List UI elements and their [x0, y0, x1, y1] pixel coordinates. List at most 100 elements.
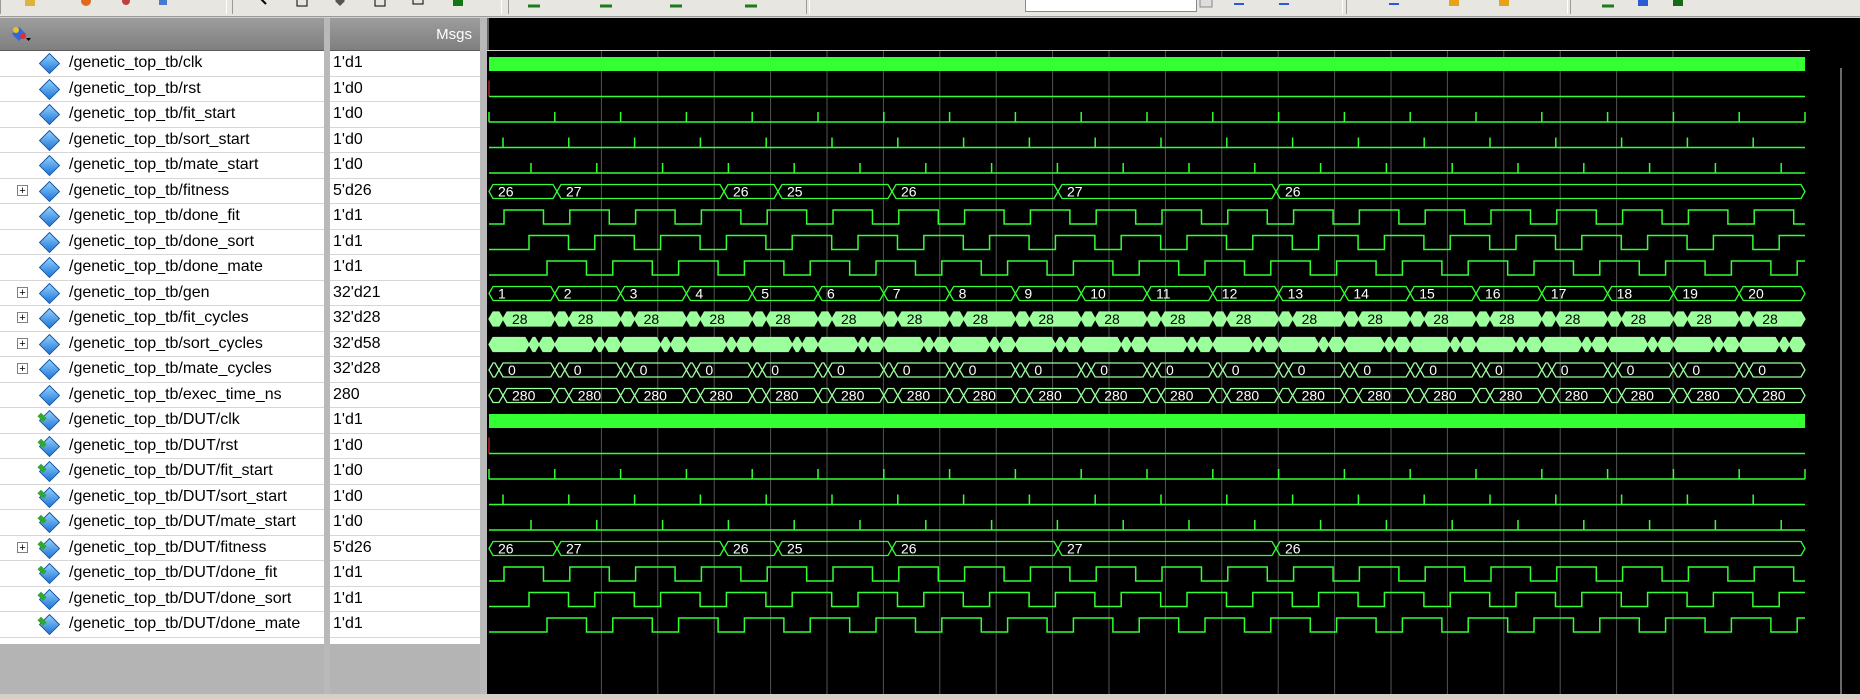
wave-in-icon[interactable] [1387, 0, 1401, 8]
bus-segment [1555, 311, 1609, 327]
insert-icon[interactable] [411, 0, 425, 8]
expand-icon[interactable]: + [17, 337, 28, 349]
bus-segment [1080, 362, 1092, 378]
signal-row[interactable]: /genetic_top_tb/done_fit [0, 204, 324, 230]
value-row[interactable]: 32'd28 [330, 357, 480, 383]
signal-row[interactable]: + /genetic_top_tb/fitness [0, 179, 324, 204]
bus-segment [1541, 387, 1557, 404]
value-row[interactable]: 32'd21 [330, 281, 480, 306]
bus-segment [1212, 336, 1254, 353]
next-edge-icon[interactable] [599, 0, 613, 8]
signal-row[interactable]: /genetic_top_tb/DUT/done_mate [0, 612, 324, 638]
value-row[interactable]: 1'd0 [330, 434, 480, 459]
step-back-icon[interactable] [1232, 0, 1246, 8]
prev-edge-icon[interactable] [527, 0, 541, 8]
signal-row[interactable]: /genetic_top_tb/DUT/done_sort [0, 587, 324, 612]
value-row[interactable]: 1'd1 [330, 561, 480, 587]
wave-folder-icon[interactable] [1497, 0, 1511, 8]
cut-icon[interactable] [119, 0, 133, 8]
time-unit-dropdown-icon[interactable] [1199, 0, 1213, 8]
value-row[interactable]: 1'd1 [330, 204, 480, 230]
edge-fwd-icon[interactable] [744, 0, 758, 8]
signal-row[interactable]: /genetic_top_tb/done_sort [0, 230, 324, 255]
signal-row[interactable]: /genetic_top_tb/sort_start [0, 128, 324, 153]
expand-icon[interactable]: + [17, 541, 28, 553]
splitter-1[interactable] [324, 18, 330, 694]
open-icon[interactable] [23, 0, 37, 8]
undo-icon[interactable] [79, 0, 93, 8]
signal-row[interactable]: /genetic_top_tb/DUT/mate_start [0, 510, 324, 536]
bus-segment [1591, 336, 1609, 353]
expand-icon[interactable]: + [17, 286, 28, 298]
bus-value: 0 [771, 362, 779, 378]
bus-value: 0 [1758, 362, 1766, 378]
bus-segment [883, 362, 895, 378]
signal-row[interactable]: /genetic_top_tb/exec_time_ns [0, 383, 324, 408]
signal-values-panel: 1'd1 1'd0 1'd0 1'd0 1'd0 5'd26 1'd1 1'd1 1'd1 32'… [330, 51, 480, 694]
clk-wave [489, 414, 1805, 428]
expand-icon[interactable]: + [17, 363, 28, 375]
value-row[interactable]: 1'd1 [330, 230, 480, 255]
signal-row[interactable]: /genetic_top_tb/mate_start [0, 153, 324, 179]
layout-icon[interactable] [373, 0, 387, 8]
wave-palette-icon[interactable] [10, 24, 32, 44]
splitter-2[interactable] [480, 18, 487, 694]
bus-value: 28 [1367, 311, 1383, 327]
time-field[interactable] [1025, 0, 1197, 12]
wave-out-icon[interactable] [1447, 0, 1461, 8]
value-row[interactable]: 1'd0 [330, 102, 480, 128]
copy-icon[interactable] [156, 0, 170, 8]
value-row[interactable]: 1'd1 [330, 51, 480, 77]
wave-window[interactable]: 26 27 26 25 26 27 26 1 2 3 4 5 6 7 8 9 10 11 12 13 14 15 16 17 1… [487, 51, 1810, 694]
zoom-full-icon[interactable] [1601, 0, 1615, 8]
signal-row[interactable]: + /genetic_top_tb/mate_cycles [0, 357, 324, 383]
signal-row[interactable]: /genetic_top_tb/DUT/fit_start [0, 459, 324, 485]
run-icon[interactable] [451, 0, 465, 8]
bus-segment [735, 336, 753, 353]
signal-row[interactable]: /genetic_top_tb/DUT/clk [0, 408, 324, 434]
value-row[interactable]: 1'd1 [330, 612, 480, 638]
signal-row[interactable]: + /genetic_top_tb/DUT/fitness [0, 536, 324, 561]
signal-row[interactable]: /genetic_top_tb/done_mate [0, 255, 324, 281]
value-row[interactable]: 32'd58 [330, 332, 480, 357]
zoom-cursor-icon[interactable] [1671, 0, 1685, 8]
signal-row[interactable]: + /genetic_top_tb/sort_cycles [0, 332, 324, 357]
marker-icon[interactable] [333, 0, 347, 8]
value-row[interactable]: 1'd0 [330, 77, 480, 102]
value-row[interactable]: 1'd1 [330, 255, 480, 281]
value-row[interactable]: 1'd0 [330, 128, 480, 153]
bus-value: 26 [733, 184, 749, 200]
value-row[interactable]: 1'd0 [330, 459, 480, 485]
find-edge-icon[interactable] [669, 0, 683, 8]
signal-row[interactable]: /genetic_top_tb/DUT/sort_start [0, 485, 324, 510]
bus-segment [1606, 336, 1649, 353]
signal-row[interactable]: /genetic_top_tb/fit_start [0, 102, 324, 128]
signal-row[interactable]: /genetic_top_tb/clk [0, 51, 324, 77]
zoom-range-icon[interactable] [1636, 0, 1650, 8]
signal-row[interactable]: + /genetic_top_tb/fit_cycles [0, 306, 324, 332]
value-row[interactable]: 1'd0 [330, 510, 480, 536]
value-row[interactable]: 1'd1 [330, 408, 480, 434]
value-row[interactable]: 1'd0 [330, 485, 480, 510]
value-row[interactable]: 1'd0 [330, 153, 480, 179]
waveform-canvas[interactable]: 26 27 26 25 26 27 261 2 3 4 5 6 7 8 9 10 11 12 13 14 15 16 17 1… [487, 51, 1810, 694]
signal-row[interactable]: /genetic_top_tb/DUT/rst [0, 434, 324, 459]
value-row[interactable]: 5'd26 [330, 179, 480, 204]
value-row[interactable]: 280 [330, 383, 480, 408]
signal-row[interactable]: /genetic_top_tb/rst [0, 77, 324, 102]
zoom-icon[interactable] [295, 0, 309, 8]
select-icon[interactable] [255, 0, 269, 8]
value-row[interactable]: 32'd28 [330, 306, 480, 332]
value-row[interactable]: 1'd1 [330, 587, 480, 612]
expand-icon[interactable]: + [17, 312, 28, 324]
signal-row[interactable]: + /genetic_top_tb/gen [0, 281, 324, 306]
value-row[interactable]: 5'd26 [330, 536, 480, 561]
bus-segment [1423, 311, 1477, 327]
signal-row[interactable]: /genetic_top_tb/DUT/done_fit [0, 561, 324, 587]
signal-value: 32'd58 [333, 334, 381, 352]
bus-value: 280 [1762, 388, 1786, 404]
bus-segment [1748, 362, 1806, 378]
wave-scroll-strip[interactable] [1810, 18, 1860, 694]
expand-icon[interactable]: + [17, 184, 28, 196]
step-icon[interactable] [1277, 0, 1291, 8]
